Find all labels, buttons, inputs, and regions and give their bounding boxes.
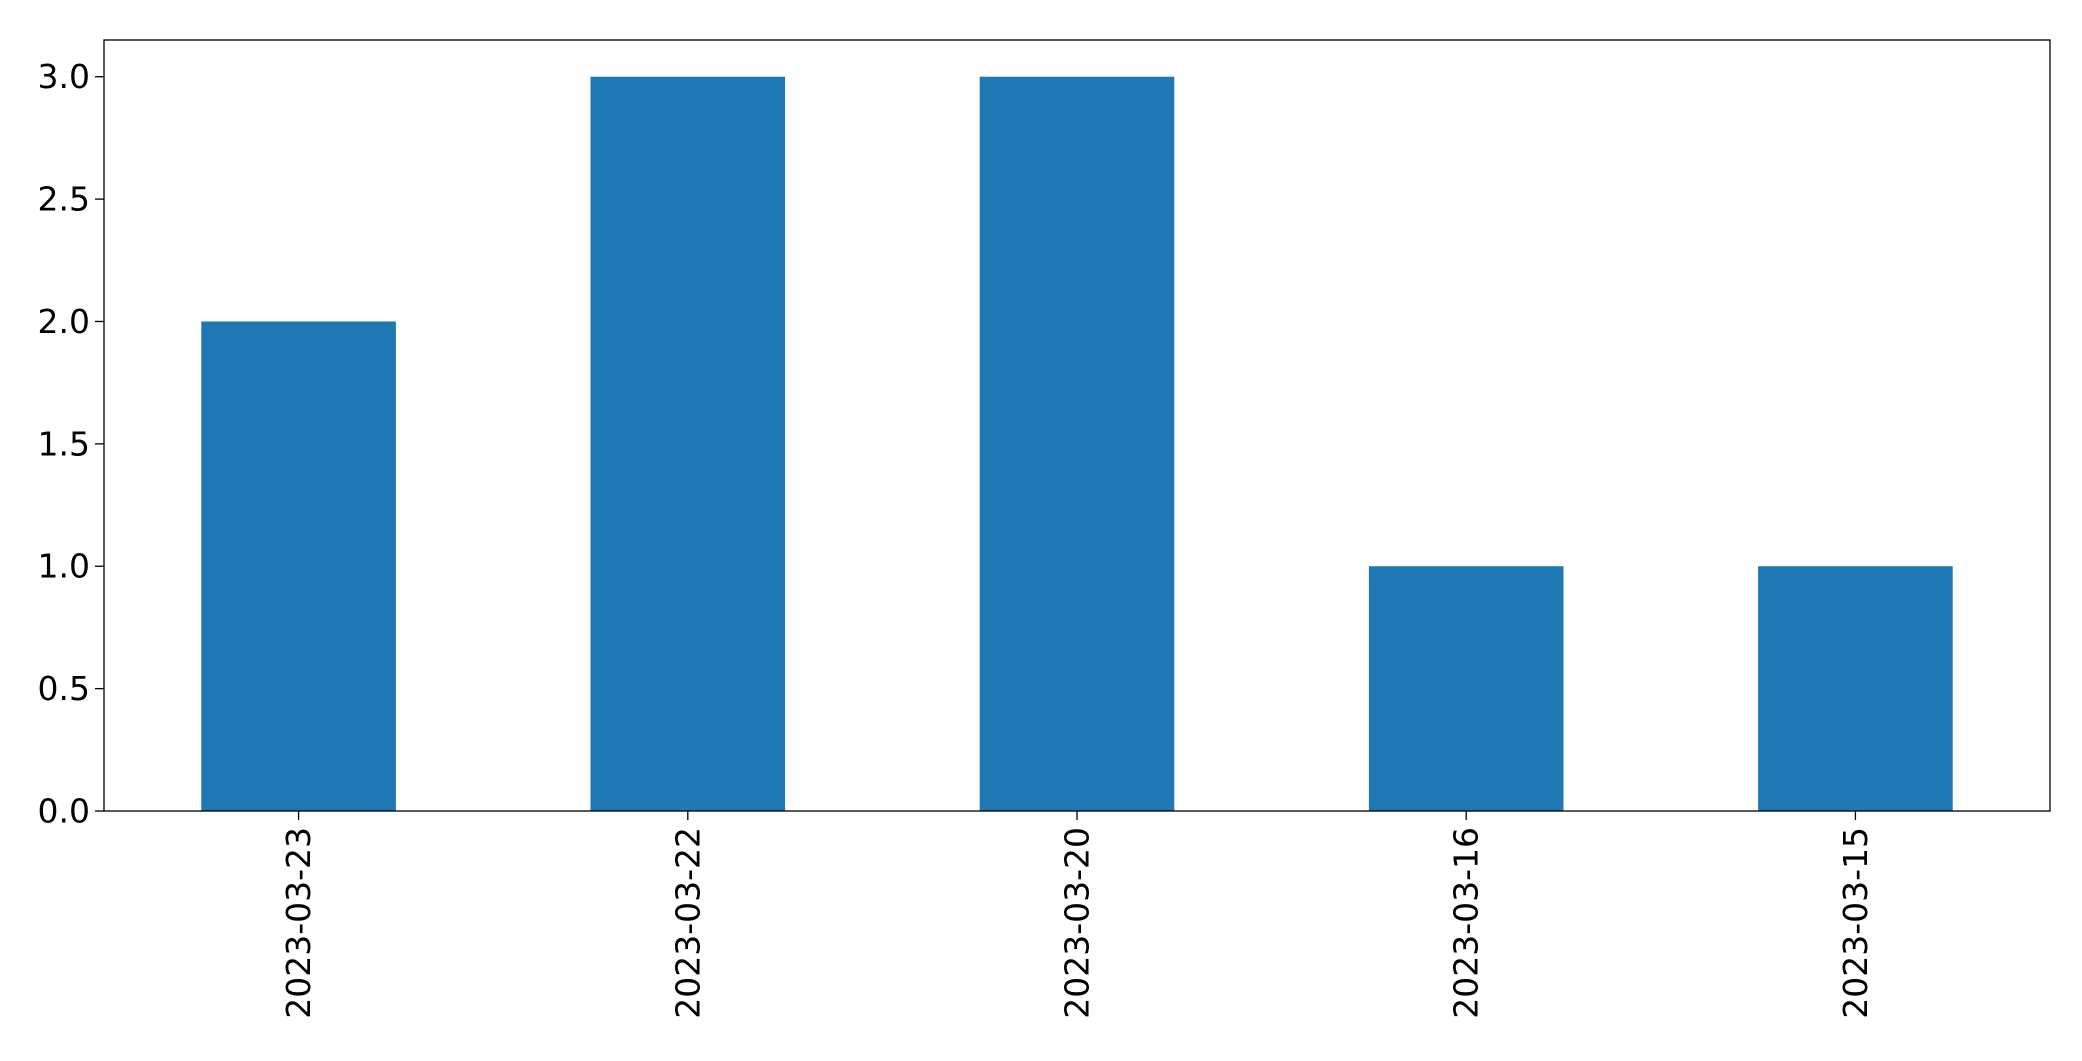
y-tick-label: 0.0 — [38, 792, 90, 831]
y-tick-label: 1.5 — [38, 424, 90, 463]
x-tick-label: 2023-03-23 — [279, 827, 318, 1019]
bar-2023-03-23 — [201, 321, 396, 811]
y-tick-label: 1.0 — [38, 547, 90, 586]
y-tick-label: 0.5 — [38, 669, 90, 708]
y-tick-label: 3.0 — [38, 57, 90, 96]
bars-group — [201, 76, 1953, 811]
x-tick-label: 2023-03-16 — [1447, 827, 1486, 1019]
bar-2023-03-20 — [979, 76, 1175, 811]
y-tick-label: 2.0 — [38, 302, 90, 341]
y-axis: 0.0 0.5 1.0 1.5 2.0 2.5 3.0 — [38, 57, 104, 831]
bar-2023-03-15 — [1758, 566, 1953, 811]
bar-2023-03-22 — [590, 76, 786, 811]
x-tick-label: 2023-03-22 — [668, 827, 707, 1019]
y-tick-label: 2.5 — [38, 180, 90, 219]
x-tick-label: 2023-03-15 — [1836, 827, 1875, 1019]
x-axis: 2023-03-23 2023-03-22 2023-03-20 2023-03-16… — [279, 811, 1875, 1019]
x-tick-label: 2023-03-20 — [1058, 827, 1097, 1019]
plot-frame — [103, 39, 2051, 812]
bar-2023-03-16 — [1368, 566, 1564, 811]
